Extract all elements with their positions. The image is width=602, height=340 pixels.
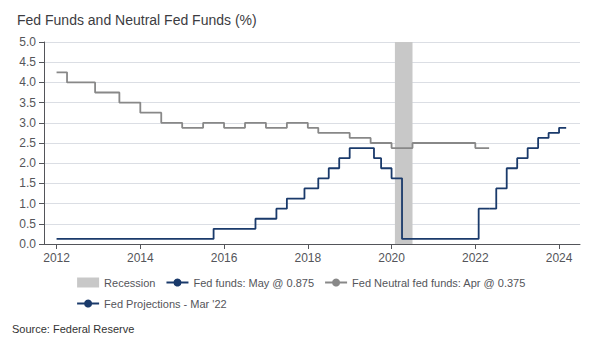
svg-text:2.5: 2.5 — [19, 136, 36, 150]
svg-text:3.0: 3.0 — [19, 116, 36, 130]
svg-text:Fed funds: May @ 0.875: Fed funds: May @ 0.875 — [193, 277, 314, 289]
svg-text:2024: 2024 — [546, 251, 573, 265]
svg-text:Fed Neutral fed funds: Apr @ 0: Fed Neutral fed funds: Apr @ 0.375 — [352, 277, 525, 289]
svg-text:2018: 2018 — [294, 251, 321, 265]
svg-text:4.5: 4.5 — [19, 55, 36, 69]
svg-text:0.0: 0.0 — [19, 237, 36, 251]
svg-text:1.0: 1.0 — [19, 197, 36, 211]
svg-text:3.5: 3.5 — [19, 96, 36, 110]
svg-text:Source: Federal Reserve: Source: Federal Reserve — [12, 323, 134, 335]
svg-text:Fed Funds and Neutral Fed Fund: Fed Funds and Neutral Fed Funds (%) — [17, 12, 257, 28]
svg-text:Recession: Recession — [104, 277, 155, 289]
svg-text:2014: 2014 — [127, 251, 154, 265]
svg-text:4.0: 4.0 — [19, 75, 36, 89]
svg-text:2016: 2016 — [211, 251, 238, 265]
svg-text:1.5: 1.5 — [19, 176, 36, 190]
svg-text:2.0: 2.0 — [19, 156, 36, 170]
svg-text:2022: 2022 — [462, 251, 489, 265]
svg-text:5.0: 5.0 — [19, 35, 36, 49]
svg-text:2020: 2020 — [378, 251, 405, 265]
svg-text:2012: 2012 — [43, 251, 70, 265]
svg-text:Fed Projections - Mar '22: Fed Projections - Mar '22 — [104, 298, 227, 310]
svg-text:0.5: 0.5 — [19, 217, 36, 231]
